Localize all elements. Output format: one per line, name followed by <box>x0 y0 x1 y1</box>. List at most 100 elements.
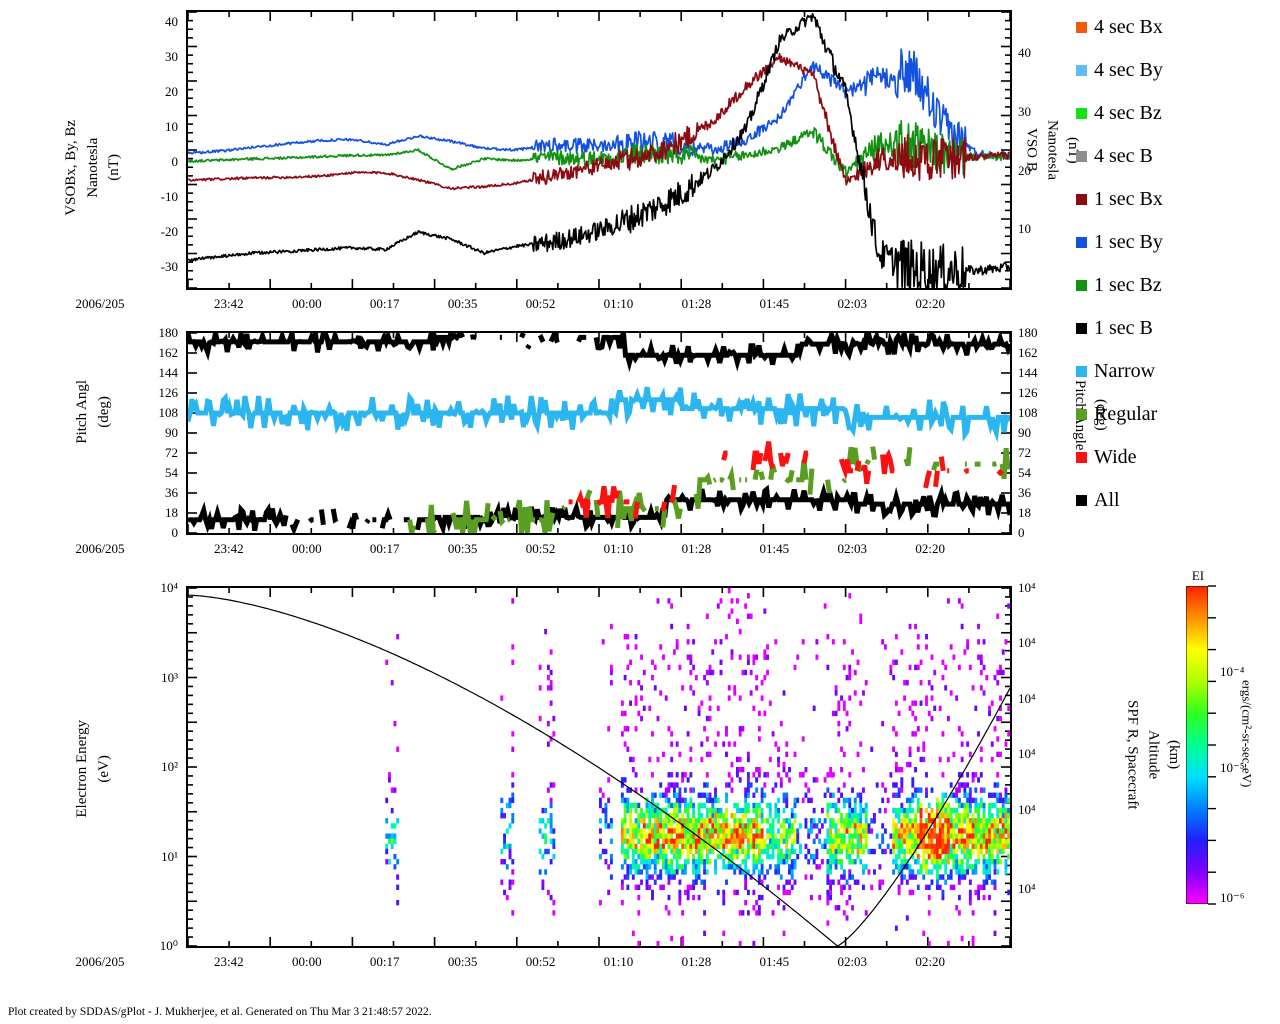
spectrogram-cell <box>963 787 967 793</box>
spectrogram-cell <box>809 818 813 824</box>
spectrogram-cell <box>955 905 959 911</box>
spectrogram-cell <box>664 695 668 701</box>
legend-item-regular[interactable]: Regular <box>1076 393 1276 436</box>
spectrogram-cell <box>916 644 920 650</box>
spectrogram-cell <box>697 833 701 839</box>
spectrogram-cell <box>840 884 843 890</box>
legend-item-1-sec-by[interactable]: 1 sec By <box>1076 221 1276 264</box>
legend-swatch-icon <box>1076 151 1087 162</box>
spectrogram-cell <box>730 838 734 844</box>
spectrogram-cell <box>966 869 970 875</box>
pitch-angle-y-tick: 18 <box>165 505 178 520</box>
spectrogram-cell <box>946 802 950 809</box>
legend-item-1-sec-bz[interactable]: 1 sec Bz <box>1076 264 1276 307</box>
legend-item-1-sec-b[interactable]: 1 sec B <box>1076 307 1276 350</box>
spectrogram-cell <box>911 731 915 737</box>
spectrogram-cell <box>771 843 775 850</box>
spectrogram-cell <box>626 797 630 804</box>
legend-item-1-sec-bx[interactable]: 1 sec Bx <box>1076 178 1276 221</box>
spectrogram-cell <box>966 644 970 650</box>
spectrogram-cell <box>708 818 712 824</box>
spectrogram-cell <box>697 802 701 809</box>
spectrogram-cell <box>840 813 843 819</box>
spectrogram-cell <box>741 669 745 676</box>
spectrogram-cell <box>711 828 715 834</box>
spectrogram-cell <box>977 777 980 783</box>
spectrogram-cell <box>757 859 761 865</box>
spectrogram-cell <box>782 889 786 896</box>
spectrogram-cell <box>629 864 633 870</box>
spectrogram-cell <box>831 823 835 829</box>
spectrogram-cell <box>670 838 674 844</box>
spectrogram-cell <box>842 833 846 839</box>
legend-item-all[interactable]: All <box>1076 479 1276 522</box>
spectrogram-cell <box>922 864 926 870</box>
spectrogram-cell <box>708 797 712 804</box>
spectrogram-cell <box>936 879 939 885</box>
spectrogram-cell <box>853 807 857 814</box>
spectrogram-cell <box>903 807 907 814</box>
spectrogram-cell <box>952 838 956 844</box>
spectrogram-cell <box>963 843 967 850</box>
spectrogram-cell <box>662 859 665 865</box>
spectrogram-x-tick: 00:35 <box>447 954 478 969</box>
spectrogram-cell <box>829 838 833 844</box>
spectrogram-cell <box>914 828 917 834</box>
spectrogram-cell <box>694 838 698 844</box>
spectrogram-cell <box>840 838 843 844</box>
spectrogram-cell <box>686 843 690 850</box>
spectrogram-cell <box>752 654 756 660</box>
spectrogram-cell <box>845 818 849 824</box>
spectrogram-cell <box>859 848 863 855</box>
spectrogram-cell <box>1004 741 1008 747</box>
spectrogram-cell <box>672 807 676 814</box>
spectrogram-cell <box>675 843 679 850</box>
legend-item-4-sec-bz[interactable]: 4 sec Bz <box>1076 92 1276 135</box>
legend-item-4-sec-b[interactable]: 4 sec B <box>1076 135 1276 178</box>
spectrogram-cell <box>642 705 646 711</box>
spectrogram-cell <box>757 853 761 860</box>
spectrogram-cell <box>982 807 986 814</box>
spectrogram-cell <box>979 685 983 691</box>
spectrogram-cell <box>683 823 687 829</box>
colorbar-tick-labels: 10⁻⁴ 10⁻⁵ 10⁻⁶ <box>1208 580 1278 910</box>
spectrogram-cell <box>897 792 901 798</box>
spectrogram-cell <box>722 828 726 834</box>
spectrogram-cell <box>708 813 712 819</box>
spectrogram-cell <box>933 853 937 860</box>
spectrogram-cell <box>692 802 696 809</box>
legend-item-4-sec-bx[interactable]: 4 sec Bx <box>1076 6 1276 49</box>
spectrogram-cell <box>966 838 970 844</box>
spectrogram-cell <box>620 833 624 839</box>
legend-item-wide[interactable]: Wide <box>1076 436 1276 479</box>
spectrogram-cell <box>782 884 786 890</box>
spectrogram-cell <box>727 853 731 860</box>
spectrogram-cell <box>930 869 934 875</box>
spectrogram-cell <box>689 797 693 804</box>
spectrogram-cell <box>949 782 953 788</box>
spectrogram-cell <box>883 828 887 834</box>
spectrogram-cell <box>662 792 665 798</box>
spectrogram-cell <box>946 715 950 722</box>
pitch-trace-regular <box>407 446 1010 533</box>
spectrogram-cell <box>837 859 841 865</box>
spectrogram-cell <box>511 869 515 875</box>
spectrogram-cell <box>393 823 397 829</box>
spectrogram-cell <box>681 869 685 875</box>
spectrogram-cell <box>760 879 764 885</box>
spectrogram-cell <box>996 853 1000 860</box>
spectrogram-cell <box>831 838 835 844</box>
spectrogram-cell <box>966 833 970 839</box>
spectrogram-cell <box>645 884 649 890</box>
spectrogram-cell <box>760 843 764 850</box>
legend-item-4-sec-by[interactable]: 4 sec By <box>1076 49 1276 92</box>
spectrogram-cell <box>968 751 972 758</box>
spectrogram-cell <box>667 879 671 885</box>
spectrogram-cell <box>752 823 756 829</box>
legend-item-narrow[interactable]: Narrow <box>1076 350 1276 393</box>
spectrogram-cell <box>777 756 780 763</box>
spectrogram-cell <box>716 807 720 814</box>
spectrogram-cell <box>755 910 759 916</box>
pitch-angle-plot-area <box>186 331 1012 535</box>
spectrogram-cell <box>705 833 709 839</box>
